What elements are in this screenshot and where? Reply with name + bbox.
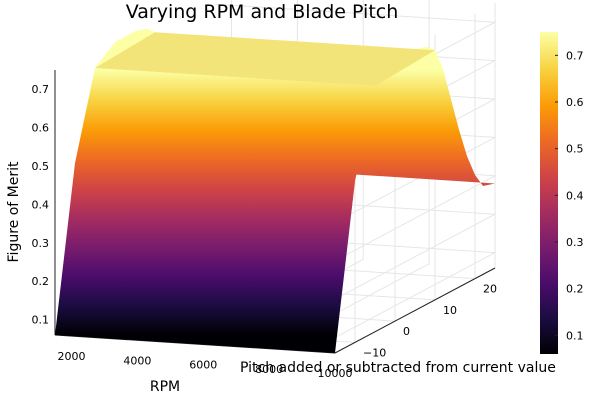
colorbar-tick-label: 0.6 bbox=[566, 96, 584, 109]
z-tick-label: 0.6 bbox=[32, 122, 50, 135]
z-axis-label: Figure of Merit bbox=[6, 161, 22, 262]
colorbar-tick-label: 0.1 bbox=[566, 329, 584, 342]
surface-crest bbox=[95, 32, 435, 86]
x-tick-label: 8000 bbox=[255, 363, 283, 376]
colorbar-tick-label: 0.4 bbox=[566, 189, 584, 202]
y-tick-label: 10 bbox=[443, 304, 457, 317]
x-axis-label: RPM bbox=[150, 379, 180, 395]
y-tick-label: 20 bbox=[483, 283, 497, 296]
z-tick-labels: 0.1 0.2 0.3 0.4 0.5 0.6 0.7 bbox=[32, 83, 50, 326]
y-tick-labels: −10 0 10 20 bbox=[363, 283, 497, 360]
x-tick-label: 6000 bbox=[189, 359, 217, 372]
x-tick-label: 4000 bbox=[123, 354, 151, 367]
z-tick-label: 0.3 bbox=[32, 237, 50, 250]
z-tick-label: 0.5 bbox=[32, 160, 50, 173]
z-tick-label: 0.7 bbox=[32, 83, 50, 96]
colorbar-ticks: 0.1 0.2 0.3 0.4 0.5 0.6 0.7 bbox=[555, 49, 584, 342]
colorbar-tick-label: 0.5 bbox=[566, 143, 584, 156]
z-tick-label: 0.4 bbox=[32, 198, 50, 211]
x-tick-label: 10000 bbox=[318, 367, 353, 380]
surface-front-face bbox=[55, 68, 375, 353]
y-tick-label: 0 bbox=[403, 325, 410, 338]
colorbar-tick-label: 0.2 bbox=[566, 283, 584, 296]
x-tick-labels: 2000 4000 6000 8000 10000 bbox=[57, 350, 352, 380]
surface bbox=[55, 28, 495, 353]
chart-title: Varying RPM and Blade Pitch bbox=[126, 1, 399, 23]
y-axis-line bbox=[334, 267, 496, 354]
z-tick-label: 0.2 bbox=[32, 275, 50, 288]
z-tick-label: 0.1 bbox=[32, 314, 50, 327]
y-tick-label: −10 bbox=[363, 346, 386, 359]
colorbar-tick-label: 0.3 bbox=[566, 236, 584, 249]
colorbar-tick-label: 0.7 bbox=[566, 49, 584, 62]
colorbar bbox=[540, 32, 558, 354]
y-axis-label: Pitch added or subtracted from current v… bbox=[240, 360, 556, 376]
x-tick-label: 2000 bbox=[57, 350, 85, 363]
